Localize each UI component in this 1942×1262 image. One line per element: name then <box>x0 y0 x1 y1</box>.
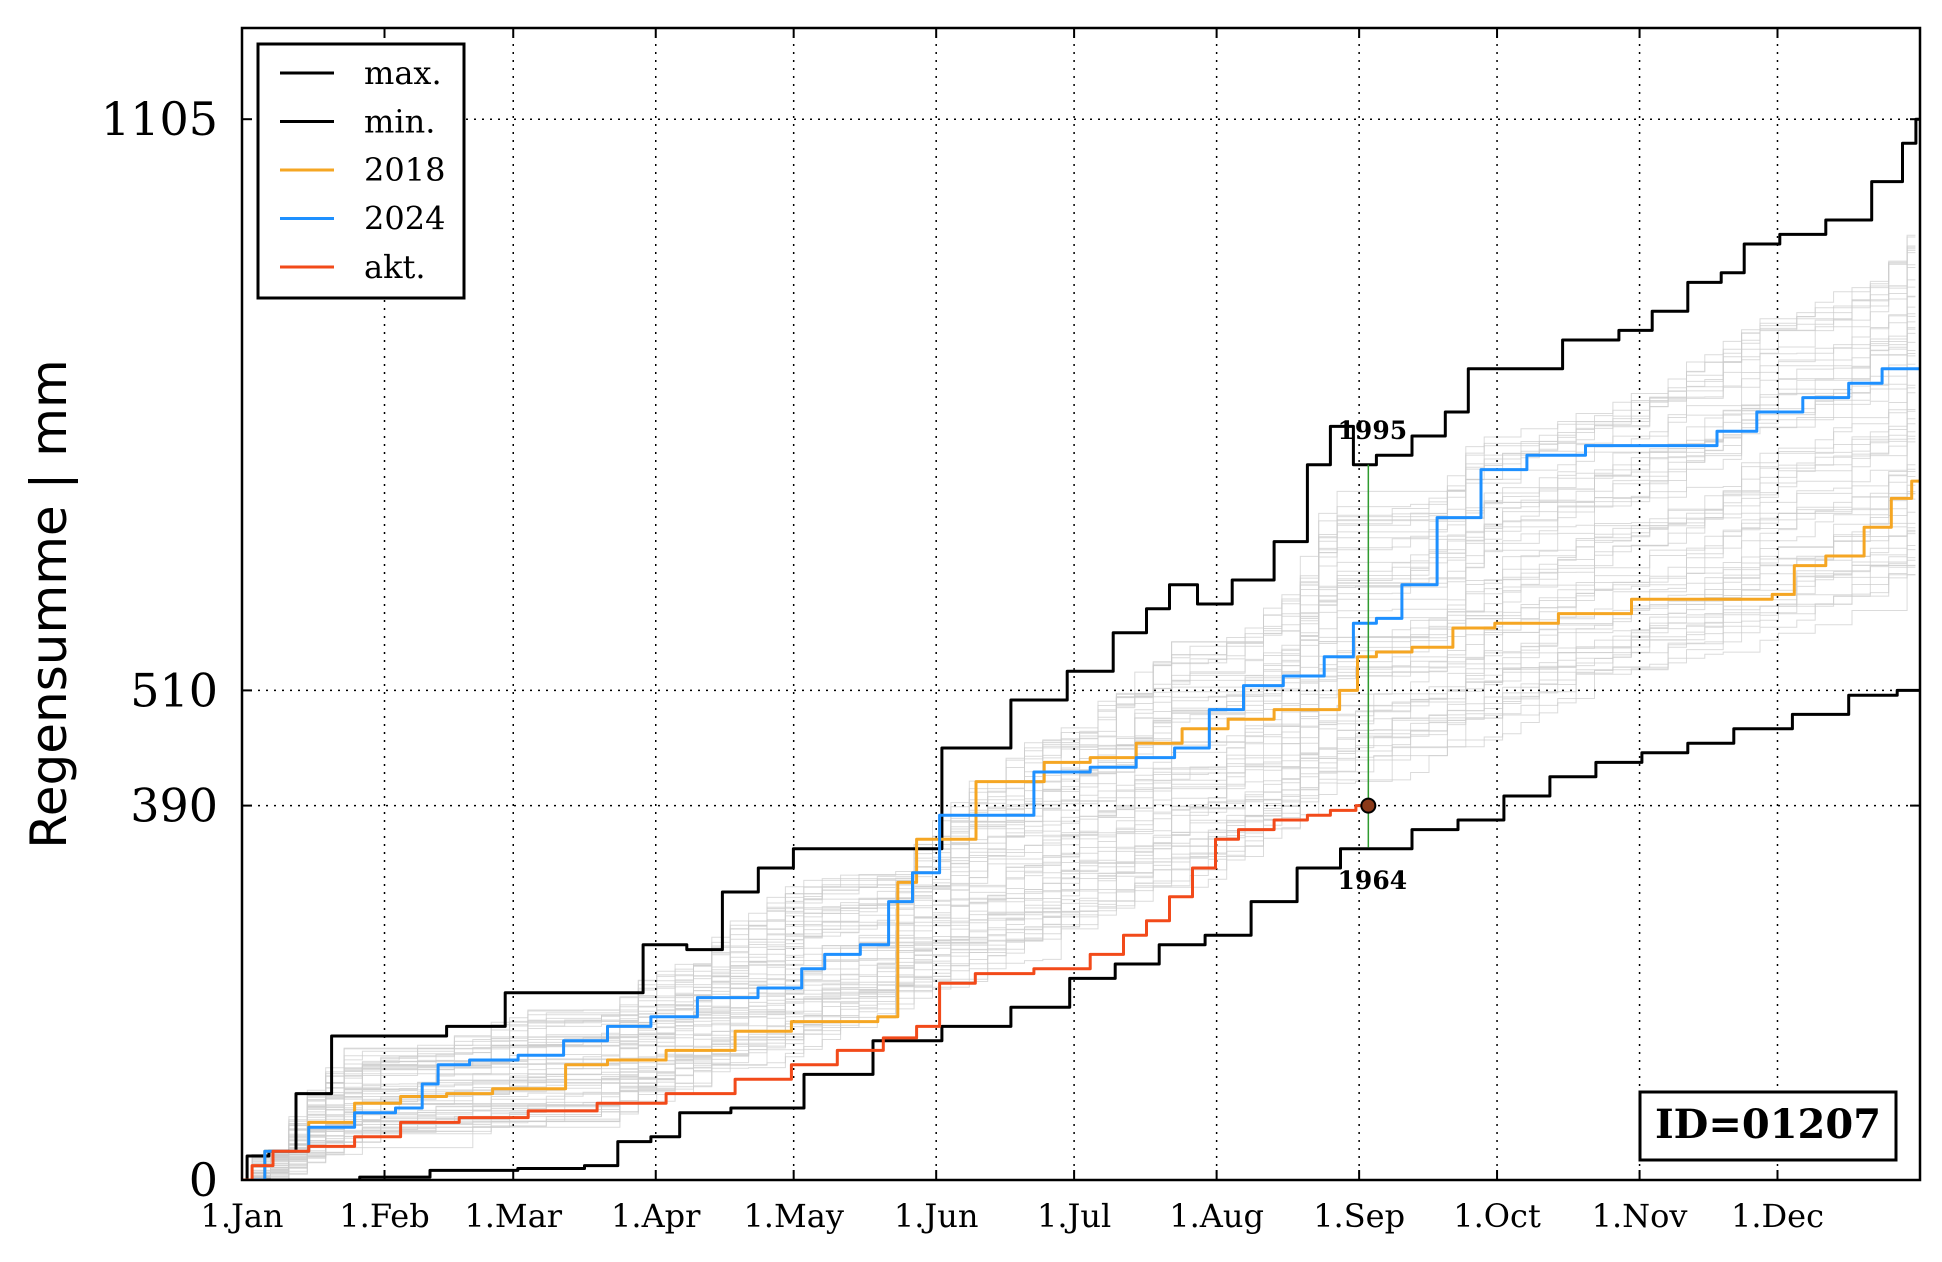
legend: max. min. 2018 2024 akt. <box>256 42 466 300</box>
historical-year-line <box>242 236 1916 1180</box>
current-value-marker <box>1360 797 1377 814</box>
historical-years-lines <box>242 234 1916 1180</box>
historical-year-line <box>242 441 1916 1180</box>
historical-year-line <box>242 476 1916 1180</box>
historical-year-line <box>242 557 1916 1180</box>
historical-year-line <box>242 464 1916 1180</box>
historical-year-line <box>242 435 1916 1180</box>
x-tick-label: 1.Oct <box>1453 1197 1541 1235</box>
x-tick-label: 1.Feb <box>339 1197 429 1235</box>
x-tick-label: 1.Dec <box>1731 1197 1824 1235</box>
legend-label: 2018 <box>364 151 445 189</box>
historical-year-line <box>242 468 1916 1180</box>
historical-year-line <box>242 328 1916 1180</box>
historical-year-line <box>242 321 1916 1180</box>
y-axis-label: Regensumme | mm <box>20 359 78 848</box>
historical-year-line <box>242 565 1916 1180</box>
annotation-year: 1995 <box>1338 416 1408 445</box>
legend-label: 2024 <box>364 200 445 238</box>
axes: 1.Jan 1.Feb 1.Mar 1.Apr 1.May 1.Jun 1.Jul 1.Aug… <box>101 28 1920 1235</box>
x-tick-label: 1.Jun <box>894 1197 979 1235</box>
historical-year-line <box>242 493 1916 1180</box>
y-tick-label: 0 <box>189 1153 218 1207</box>
series-line-2018 <box>242 479 1920 1180</box>
historical-year-line <box>242 498 1916 1180</box>
x-tick-label: 1.Mar <box>464 1197 562 1235</box>
historical-year-line <box>242 566 1916 1180</box>
x-tick-label: 1.May <box>743 1197 843 1235</box>
y-tick-label: 390 <box>130 779 218 833</box>
historical-year-line <box>242 574 1916 1180</box>
historical-year-line <box>242 353 1916 1180</box>
historical-year-line <box>242 249 1916 1180</box>
historical-year-line <box>242 246 1916 1180</box>
legend-label: max. <box>364 54 442 92</box>
historical-year-line <box>242 245 1916 1180</box>
historical-year-line <box>242 332 1916 1180</box>
x-tick-label: 1.Sep <box>1313 1197 1405 1235</box>
legend-label: min. <box>364 103 435 141</box>
historical-year-line <box>242 418 1916 1180</box>
x-tick-label: 1.Nov <box>1592 1197 1688 1235</box>
series-line-min <box>242 688 1920 1180</box>
y-tick-label: 510 <box>130 663 218 717</box>
historical-year-line <box>242 234 1916 1180</box>
series-line-2024 <box>242 367 1920 1180</box>
series-lines <box>242 117 1920 1180</box>
id-label: ID=01207 <box>1655 1101 1881 1148</box>
x-tick-label: 1.Jan <box>200 1197 283 1235</box>
historical-year-line <box>242 549 1916 1180</box>
x-tick-label: 1.Jul <box>1037 1197 1111 1235</box>
x-tick-label: 1.Aug <box>1169 1197 1264 1235</box>
historical-year-line <box>242 491 1916 1180</box>
y-tick-label: 1105 <box>101 92 218 146</box>
historical-year-line <box>242 438 1916 1180</box>
x-tick-label: 1.Apr <box>611 1197 701 1235</box>
historical-year-line <box>242 431 1916 1180</box>
series-line-max <box>242 117 1920 1180</box>
historical-year-line <box>242 423 1916 1180</box>
historical-year-line <box>242 493 1916 1180</box>
annotation-year: 1964 <box>1338 866 1408 895</box>
historical-year-line <box>242 484 1916 1180</box>
overlay: 1995 1964 <box>1338 416 1408 895</box>
legend-label: akt. <box>364 248 426 286</box>
id-box: ID=01207 <box>1638 1090 1898 1162</box>
series-line-akt <box>242 804 1369 1180</box>
historical-year-line <box>242 350 1916 1180</box>
historical-year-line <box>242 248 1916 1180</box>
plot-frame <box>240 26 1922 1182</box>
historical-year-line <box>242 267 1916 1180</box>
